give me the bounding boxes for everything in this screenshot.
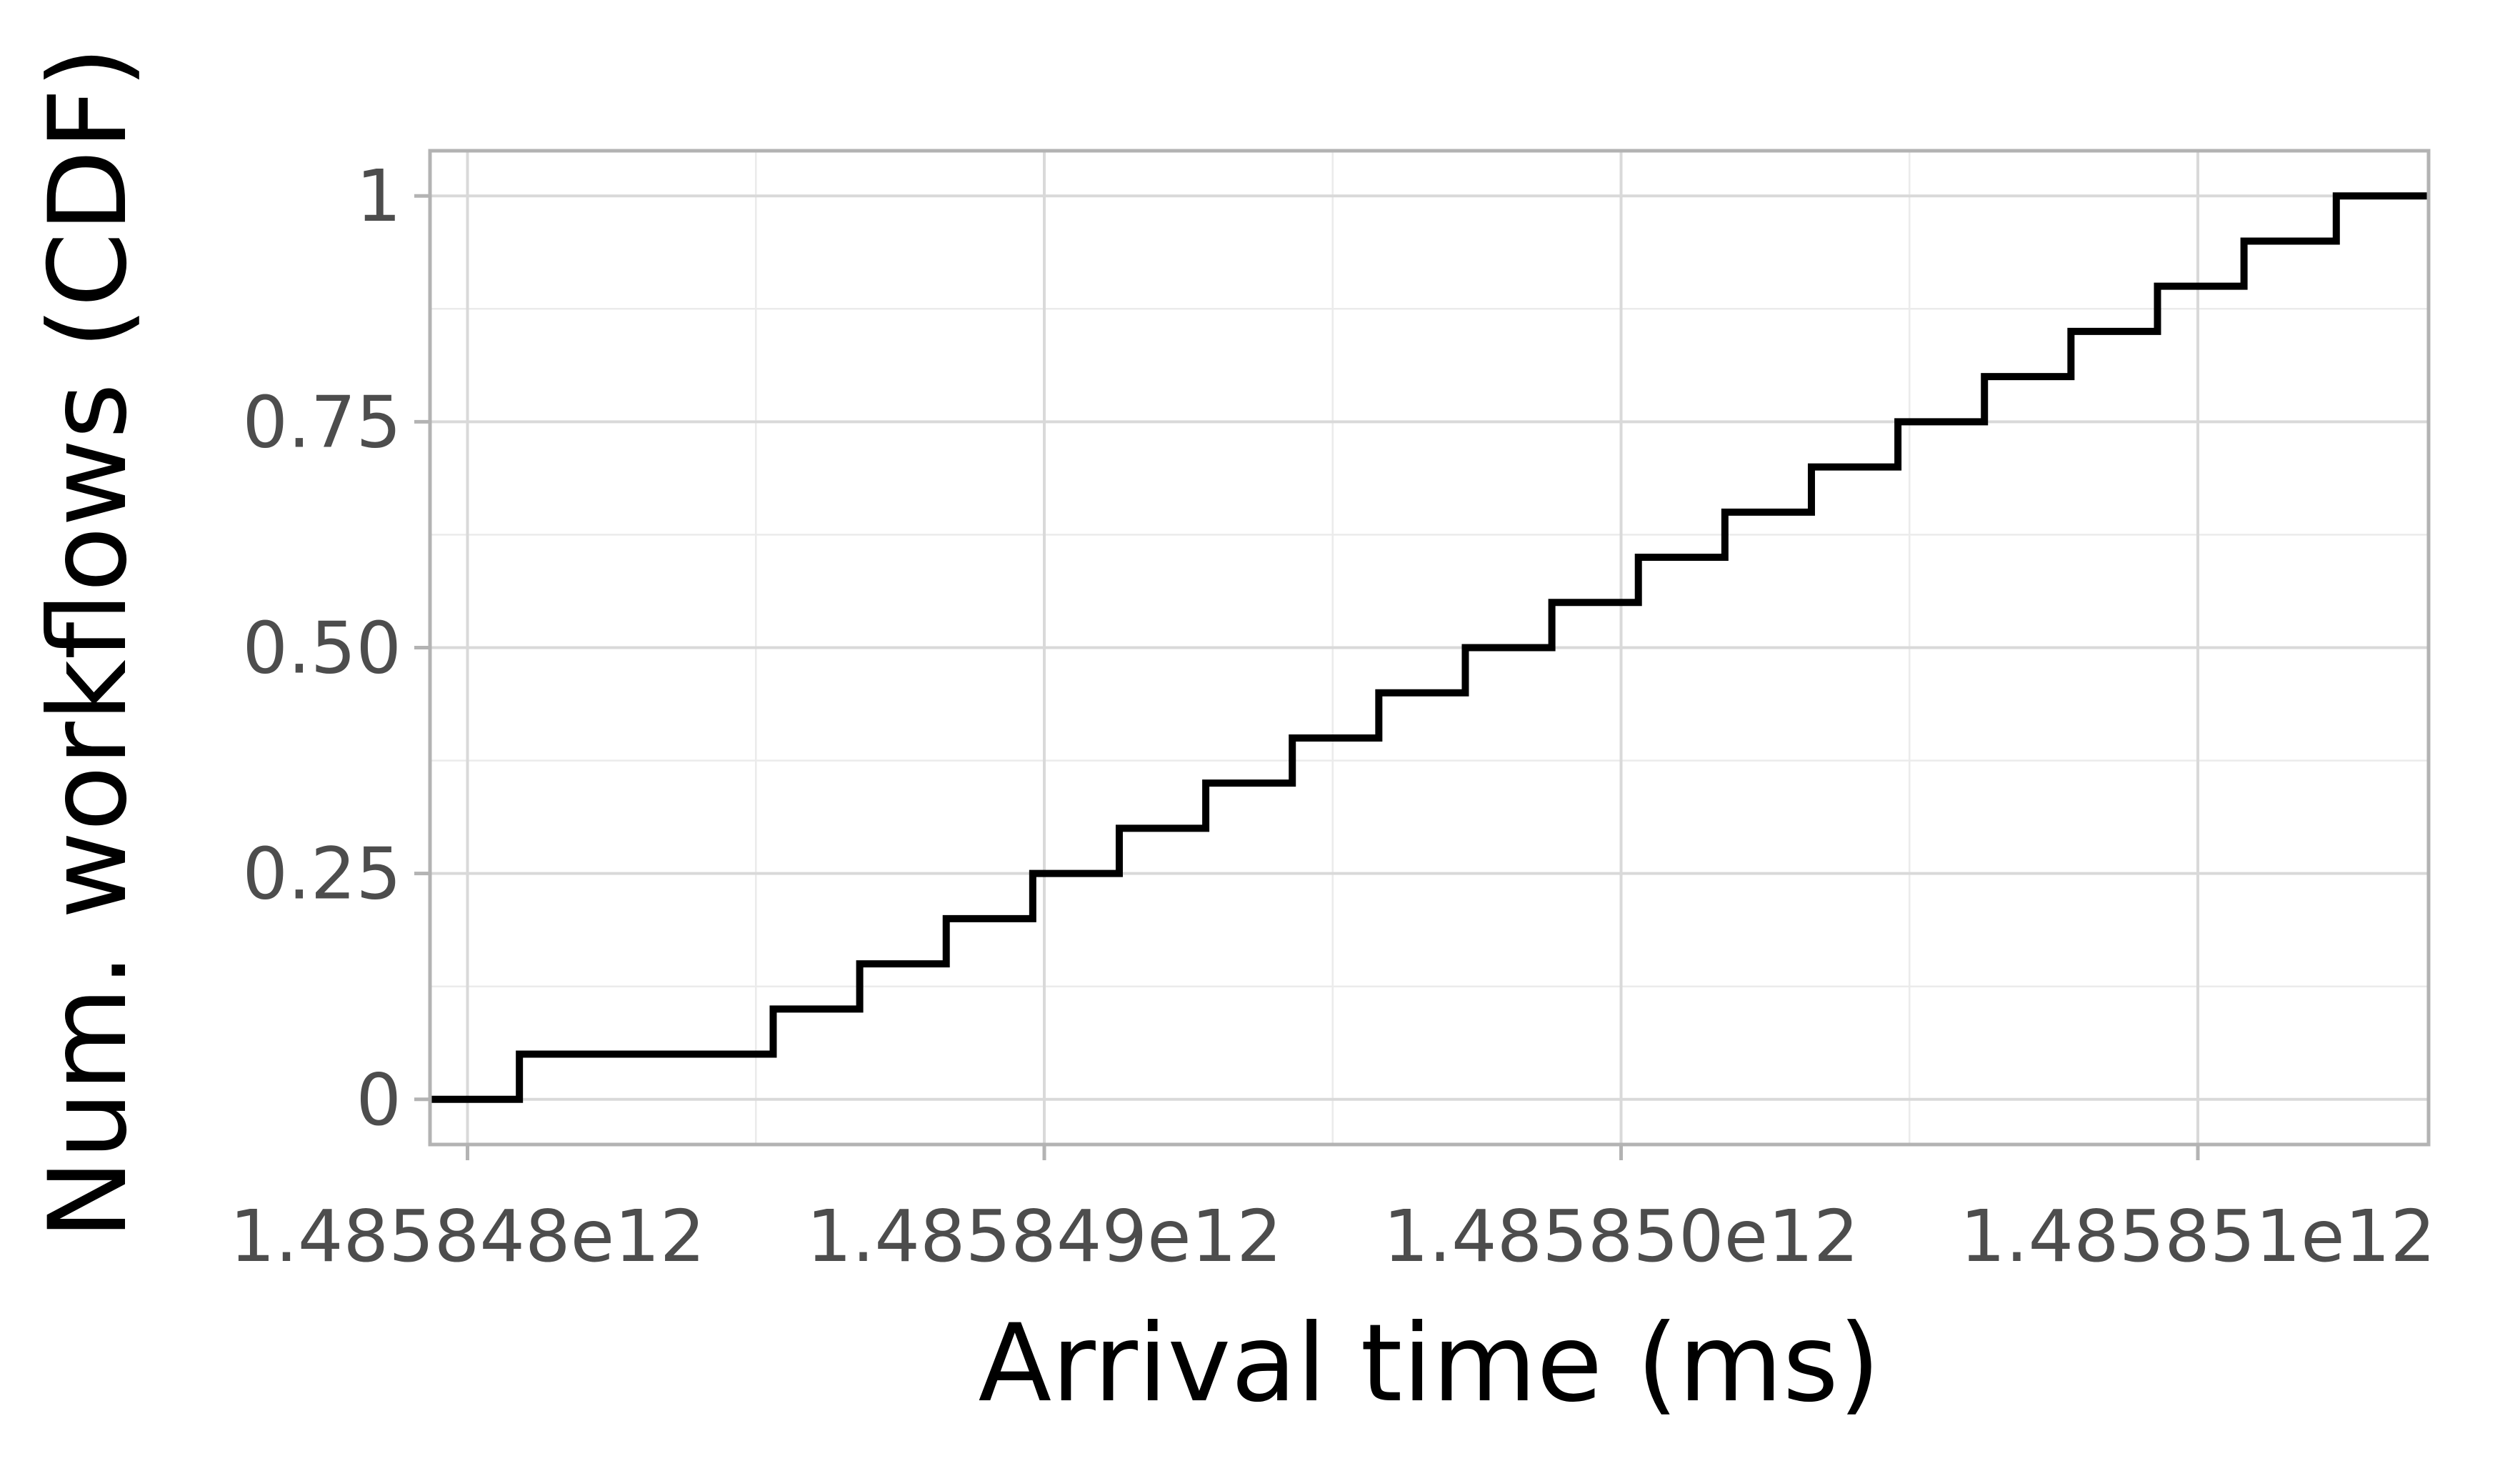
x-axis-ticks: 1.485848e12 1.485849e12 1.485850e12 1.48585… [230, 1145, 2436, 1278]
x-tick-label: 1.485851e12 [1960, 1195, 2436, 1278]
series-layer [430, 192, 2429, 1103]
x-axis-title: Arrival time (ms) [979, 1302, 1881, 1426]
y-tick-label: 0 [356, 1058, 401, 1142]
x-tick-label: 1.485850e12 [1384, 1195, 1859, 1278]
x-tick-label: 1.485849e12 [806, 1195, 1282, 1278]
y-tick-label: 0.75 [242, 380, 401, 464]
y-axis-title: Num. workflows (CDF) [26, 46, 151, 1240]
y-axis-ticks: 0 0.25 0.50 0.75 1 [242, 154, 430, 1142]
x-tick-label: 1.485848e12 [230, 1195, 706, 1278]
major-grid [430, 151, 2429, 1145]
y-tick-label: 1 [356, 154, 401, 238]
y-tick-label: 0.50 [242, 607, 401, 690]
y-tick-label: 0.25 [242, 832, 401, 916]
cdf-step-line [430, 192, 2429, 1103]
